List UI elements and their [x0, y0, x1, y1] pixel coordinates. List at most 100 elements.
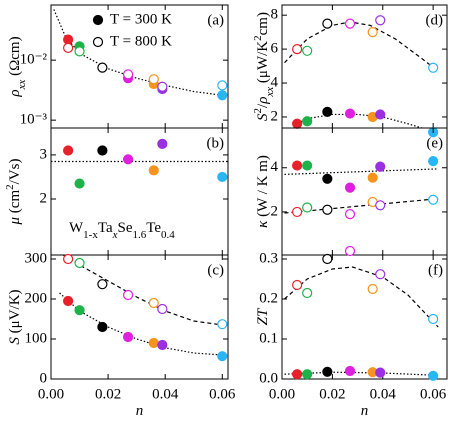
data-point — [97, 62, 108, 73]
plot-area — [284, 168, 439, 214]
y-tick-label: 10⁻² — [20, 52, 48, 68]
data-point — [367, 27, 378, 38]
y-tick-label: 300 — [25, 250, 48, 266]
plot-area — [284, 21, 439, 128]
text-part: xx — [264, 87, 276, 98]
data-point — [375, 200, 386, 211]
data-point — [302, 45, 313, 56]
text-part: cm) — [255, 12, 271, 35]
y-tick-label: 10⁻³ — [20, 112, 48, 128]
data-point — [122, 289, 134, 301]
data-point — [63, 295, 74, 307]
data-point — [157, 138, 168, 149]
data-point — [322, 366, 333, 377]
text-part: ZT — [255, 307, 271, 325]
data-point — [63, 253, 74, 265]
text-part: μ — [7, 216, 23, 225]
text-part: S — [7, 337, 23, 345]
y-axis-label: S2/ρxx (μW/K2cm) — [252, 12, 276, 121]
text-part: (cm — [7, 190, 23, 217]
text-part: Ta — [98, 220, 113, 236]
data-point — [122, 331, 134, 343]
text-part: (W / K m) — [255, 155, 271, 221]
data-point — [302, 287, 313, 299]
panel-frame — [281, 127, 448, 256]
panel-frame — [50, 254, 229, 380]
data-point — [217, 171, 228, 183]
text-part: (Ωcm) — [7, 36, 23, 79]
data-point — [157, 81, 168, 92]
data-point — [74, 46, 85, 57]
text-part: 2 — [252, 35, 264, 41]
y-tick-label: 6 — [271, 41, 279, 57]
panel-label: (c) — [207, 262, 224, 278]
x-tick-label: 0.06 — [420, 386, 447, 402]
data-point — [428, 370, 439, 381]
data-point — [375, 161, 386, 172]
x-tick-label: 0.02 — [319, 386, 345, 402]
data-point — [217, 319, 228, 330]
fit-curve — [284, 266, 439, 328]
data-point — [97, 145, 108, 156]
data-point — [217, 80, 228, 91]
plot-area — [59, 255, 223, 356]
x-tick-label: 0.06 — [209, 386, 236, 402]
legend-label: T = 800 K — [110, 33, 172, 49]
data-point — [375, 269, 386, 280]
fit-curve — [62, 255, 223, 326]
fit-curve — [284, 371, 439, 376]
y-tick-label: 0.1 — [259, 330, 278, 346]
data-point — [292, 44, 303, 55]
text-part: ρ — [7, 89, 23, 97]
data-point — [428, 62, 439, 73]
data-point — [322, 18, 333, 29]
data-point — [292, 160, 303, 171]
y-tick-label: 2 — [271, 108, 279, 124]
data-point — [74, 178, 85, 189]
data-point — [302, 160, 313, 171]
legend-marker — [92, 14, 104, 26]
data-point — [375, 15, 386, 26]
fit-curve — [284, 21, 439, 72]
x-axis-label: n — [361, 403, 369, 419]
data-point — [122, 69, 134, 80]
fit-curve — [294, 113, 425, 128]
fit-curve — [59, 292, 223, 356]
text-part: /Vs) — [7, 159, 23, 185]
data-point — [344, 245, 356, 257]
data-point — [322, 106, 333, 117]
text-part: 2 — [4, 184, 16, 190]
text-part: / — [255, 103, 271, 108]
panel-label: (a) — [207, 12, 224, 28]
text-part: 1.6 — [133, 229, 147, 241]
data-point — [148, 297, 159, 309]
text-part: n — [136, 403, 144, 419]
data-point — [344, 182, 356, 193]
data-point — [302, 369, 313, 380]
y-tick-label: 4 — [271, 159, 279, 175]
data-point — [148, 337, 159, 349]
y-tick-label: 2 — [40, 190, 48, 206]
y-tick-label: 0.0 — [259, 370, 278, 386]
panel-frame — [281, 4, 448, 129]
annotation: W1-xTaxSe1.6Te0.4 — [69, 220, 175, 240]
text-part: (μW/K — [255, 41, 271, 87]
x-tick-label: 0.00 — [38, 386, 64, 402]
x-tick-label: 0.02 — [95, 386, 121, 402]
data-point — [97, 321, 108, 333]
data-point — [217, 90, 228, 101]
data-point — [344, 365, 356, 377]
data-point — [292, 279, 303, 291]
data-point — [292, 118, 303, 129]
x-tick-label: 0.04 — [152, 386, 179, 402]
text-part: n — [361, 403, 369, 419]
text-part: Te — [146, 220, 161, 236]
data-point — [122, 154, 134, 165]
text-part: x — [112, 229, 118, 241]
data-point — [375, 367, 386, 378]
text-part: 0.4 — [161, 229, 175, 241]
data-point — [344, 209, 356, 220]
text-part: xx — [16, 80, 28, 91]
y-tick-label: 3 — [40, 146, 48, 162]
data-point — [157, 339, 168, 351]
